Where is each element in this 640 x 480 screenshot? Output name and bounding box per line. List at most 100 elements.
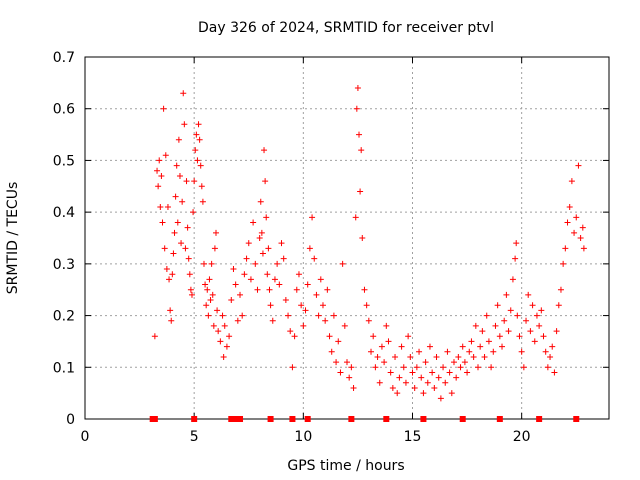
data-point — [341, 322, 348, 329]
data-point — [313, 291, 320, 298]
data-point — [464, 369, 471, 376]
data-point — [173, 162, 180, 169]
data-point — [306, 245, 313, 252]
data-point — [385, 338, 392, 345]
data-point — [168, 317, 175, 324]
data-point — [199, 198, 206, 205]
data-point — [418, 374, 425, 381]
data-point — [261, 147, 268, 154]
data-point — [181, 121, 188, 128]
data-point — [221, 322, 228, 329]
data-point — [337, 369, 344, 376]
data-point — [243, 255, 250, 262]
data-point — [223, 343, 230, 350]
data-point — [505, 328, 512, 335]
data-point — [230, 266, 237, 273]
data-point — [494, 302, 501, 309]
data-point — [193, 131, 200, 138]
data-point — [206, 276, 213, 283]
data-point — [549, 343, 556, 350]
data-point — [536, 322, 543, 329]
data-point — [409, 369, 416, 376]
data-point — [370, 333, 377, 340]
data-point — [562, 245, 569, 252]
gap-marker — [191, 416, 198, 422]
data-point — [280, 255, 287, 262]
data-point — [232, 281, 239, 288]
x-tick-label: 5 — [190, 429, 199, 445]
data-point — [435, 374, 442, 381]
data-point — [178, 240, 185, 247]
data-point — [180, 90, 187, 97]
data-point — [226, 333, 233, 340]
data-point — [258, 229, 265, 236]
data-point — [176, 172, 183, 179]
data-point — [405, 333, 412, 340]
data-point — [333, 359, 340, 366]
data-point — [392, 353, 399, 360]
gap-marker — [267, 416, 274, 422]
data-point — [529, 302, 536, 309]
data-point — [444, 348, 451, 355]
data-point — [359, 235, 366, 241]
data-point — [200, 260, 207, 267]
gap-marker — [289, 416, 296, 422]
data-point — [492, 322, 499, 329]
data-point — [468, 338, 475, 345]
data-point — [254, 286, 261, 293]
data-point — [183, 178, 190, 185]
data-point — [361, 286, 368, 293]
data-point — [376, 379, 383, 386]
data-point — [527, 328, 534, 335]
data-point — [424, 379, 431, 386]
data-point — [547, 353, 554, 360]
data-point — [446, 369, 453, 376]
data-point — [289, 364, 296, 371]
data-point — [215, 328, 222, 335]
data-point — [513, 240, 520, 247]
data-point — [368, 348, 375, 355]
data-point — [573, 214, 580, 221]
data-point — [461, 359, 468, 366]
data-point — [237, 291, 244, 298]
data-point — [544, 364, 551, 371]
axis-ticks: 0 5 10 15 20 0 0.1 0.2 0.3 0.4 0.5 0.6 0.7 — [53, 50, 609, 445]
data-point — [575, 162, 582, 169]
data-point — [555, 302, 562, 309]
data-point — [302, 307, 309, 314]
data-point — [300, 322, 307, 329]
data-point — [566, 203, 573, 210]
data-point — [571, 229, 578, 236]
data-point — [426, 343, 433, 350]
data-point — [542, 348, 549, 355]
data-point — [217, 338, 224, 345]
data-point — [400, 364, 407, 371]
data-point — [512, 255, 519, 262]
data-point — [579, 224, 586, 231]
data-point — [503, 291, 510, 298]
data-point — [437, 395, 444, 402]
data-point — [190, 209, 197, 216]
gap-marker — [383, 416, 390, 422]
data-point — [282, 297, 289, 304]
data-point — [344, 359, 350, 366]
gap-marker — [231, 416, 238, 422]
gap-marker — [304, 416, 311, 422]
x-tick-label: 0 — [81, 429, 90, 445]
data-point — [207, 297, 214, 304]
data-point — [164, 203, 171, 210]
data-point — [577, 235, 584, 241]
data-point — [228, 297, 235, 304]
data-point — [540, 333, 547, 340]
data-point — [483, 312, 490, 319]
data-point — [315, 312, 322, 319]
data-point — [353, 105, 360, 112]
data-point — [477, 343, 484, 350]
data-point — [159, 219, 166, 226]
data-point — [516, 333, 523, 340]
gap-marker — [237, 416, 244, 422]
data-point — [485, 338, 492, 345]
gap-marker — [151, 416, 158, 422]
data-point — [204, 286, 211, 293]
